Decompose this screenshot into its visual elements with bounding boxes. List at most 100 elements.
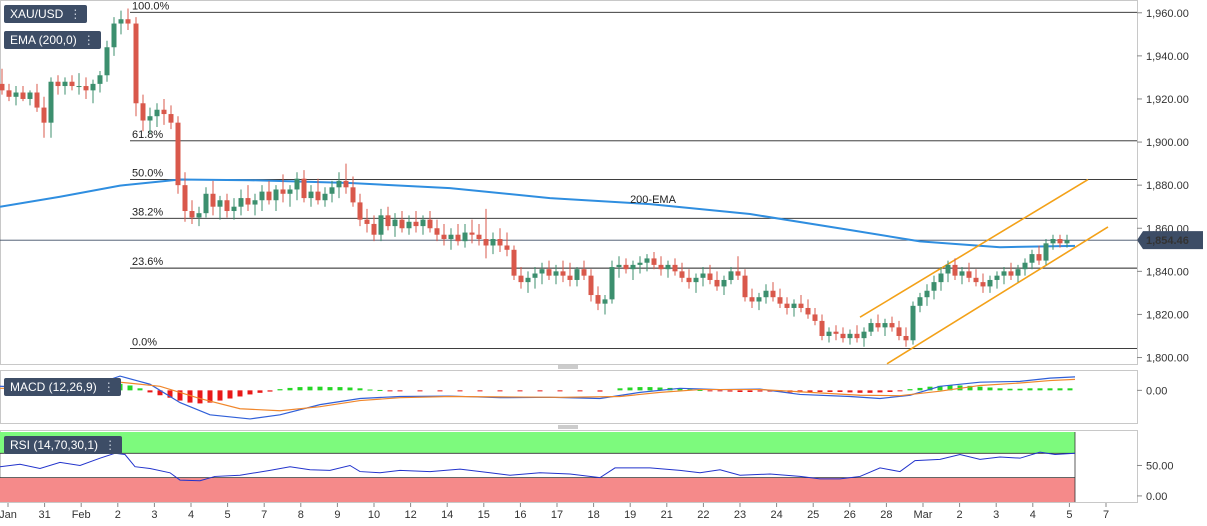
candle-down [623,264,629,270]
macd-hist-bar-negative [217,390,223,401]
macd-hist-bar-positive [317,386,323,391]
macd-panel-frame [0,370,1138,424]
candle-down [133,23,139,104]
candle-down [189,211,195,218]
candle-down [455,234,461,242]
candle-down [182,185,188,212]
candle-up [1043,243,1049,261]
x-tick-label: 3 [993,509,999,521]
rsi-indicator-label: RSI (14,70,30,1) ⋮ [4,436,123,454]
x-tick-label: 22 [697,509,709,521]
candle-down [497,239,503,246]
candle-down [679,271,685,278]
rsi-y-tick-label: 50.00 [1146,460,1174,472]
candle-up [756,297,762,302]
ema-200-line: 200-EMA [0,178,1076,249]
macd-hist-bar-positive [307,386,313,391]
candle-up [287,189,293,194]
x-tick-label: 2 [957,509,963,521]
macd-hist-bar-negative [257,390,263,393]
candle-up [62,81,68,87]
candle-down [966,271,972,278]
macd-hist-bar-positive [697,389,703,391]
candle-down [777,297,783,304]
rsi-line [0,451,1076,482]
macd-hist-bar-negative [837,390,843,392]
fib-label: 23.6% [132,256,163,268]
candle-down [588,275,594,296]
macd-hist-bar-positive [327,387,333,391]
macd-hist-bar-positive [1067,388,1073,391]
candle-up [938,273,944,283]
candle-down [546,269,552,276]
y-tick-label: 1,840.00 [1146,266,1189,278]
candle-up [1064,240,1070,244]
macd-hist-bar-negative [247,390,253,395]
candle-up [196,213,202,218]
macd-hist-bar-positive [347,387,353,391]
candle-up [231,206,237,212]
rsi-label-text: RSI (14,70,30,1) [10,438,99,452]
macd-hist-bar-negative [817,390,823,392]
macd-hist-bar-positive [297,387,303,391]
macd-label-text: MACD (12,26,9) [10,380,97,394]
candle-up [329,187,335,194]
candle-down [581,269,587,276]
macd-hist-bar-positive [1057,388,1063,391]
macd-hist-bar-positive [627,387,633,391]
candle-up [574,269,580,280]
candle-up [154,109,160,117]
ema-200-polyline [0,178,1076,249]
candle-up [861,331,867,339]
x-tick-label: 18 [587,509,599,521]
candle-up [665,264,671,270]
macd-hist-bar-positive [1027,388,1033,391]
candle-down [560,271,566,276]
macd-hist-bar-negative [397,390,403,392]
candle-down [441,234,447,240]
last-price-tag [1137,231,1203,250]
macd-hist-bar-positive [287,387,293,391]
macd-hist-bar-negative [477,390,483,392]
x-tick-label: 9 [334,509,340,521]
fib-label: 0.0% [132,336,157,348]
candle-down [140,103,146,121]
menu-icon: ⋮ [69,7,82,21]
candle-down [0,83,5,91]
x-tick-label: 4 [1030,509,1036,521]
candle-up [616,264,622,268]
y-tick-label: 1,900.00 [1146,137,1189,149]
macd-hist-bar-negative [267,390,273,392]
candle-down [903,335,909,341]
candle-up [924,290,930,298]
candle-down [980,282,986,287]
x-tick-label: Feb [72,509,91,521]
macd-hist-bar-negative [827,390,833,392]
candle-down [812,314,818,321]
candle-down [875,323,881,328]
candle-down [175,122,181,186]
macd-hist-bar-negative [867,390,873,393]
candle-down [784,303,790,308]
macd-hist-bar-positive [637,387,643,391]
macd-hist-bar-negative [577,390,583,392]
macd-hist-bar-negative [887,390,893,392]
candle-down [364,219,370,224]
candle-up [602,299,608,304]
macd-signal-line [0,378,1076,412]
macd-hist-bar-negative [537,390,543,392]
macd-hist-bar-positive [337,387,343,391]
x-tick-label: 5 [225,509,231,521]
candle-down [69,81,75,87]
macd-hist-bar-negative [517,390,523,392]
candle-down [686,277,692,283]
macd-hist-bar-positive [127,385,133,391]
macd-hist-bar-negative [897,390,903,392]
candle-down [595,295,601,304]
macd-hist-bar-positive [937,385,943,391]
x-tick-label: 16 [514,509,526,521]
candle-down [714,279,720,287]
candle-up [728,271,734,280]
candle-down [371,223,377,235]
